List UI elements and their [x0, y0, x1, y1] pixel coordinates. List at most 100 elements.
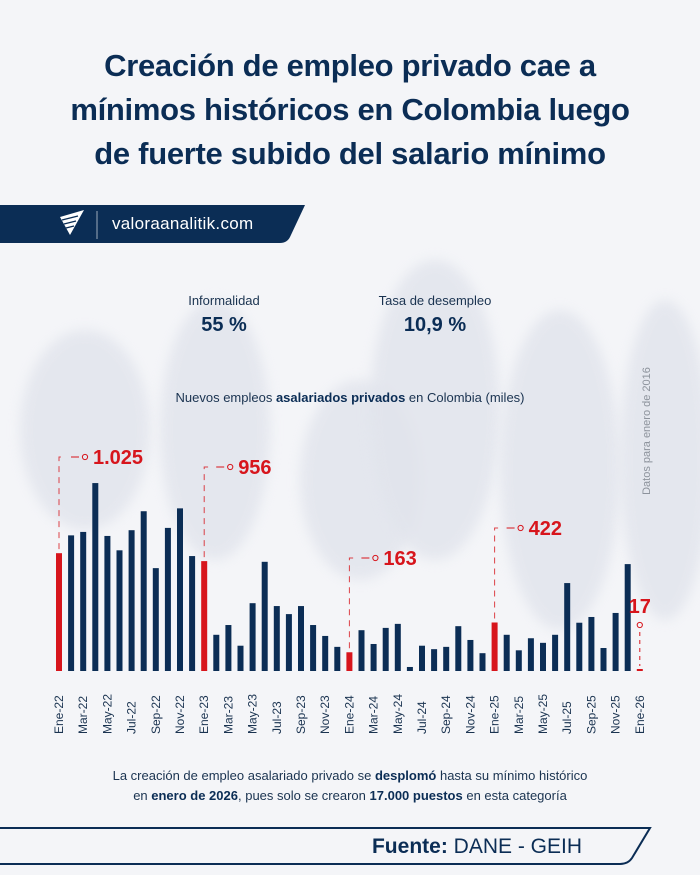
- bar-Dic-22: [189, 556, 196, 671]
- bar-Feb-25: [503, 634, 510, 671]
- caption-text: La creación de empleo asalariado privado…: [112, 768, 375, 783]
- source-value: DANE - GEIH: [447, 835, 582, 858]
- tick-label: Nov-22: [173, 695, 187, 734]
- data-label-Ene-24: 163: [383, 548, 416, 570]
- caption-bold: 17.000 puestos: [369, 788, 463, 803]
- bar-Oct-25: [600, 648, 607, 671]
- caption-text: hasta su mínimo histórico: [436, 768, 588, 783]
- tick-label: Nov-25: [609, 695, 623, 734]
- bar-Jun-23: [261, 561, 268, 671]
- tick-label: Jul-22: [125, 701, 139, 734]
- paper-plane-logo-icon: [60, 210, 84, 235]
- bar-Jul-24: [419, 645, 425, 671]
- stat-desempleo: Tasa de desempleo 10,9 %: [335, 293, 535, 337]
- title-line: Creación de empleo privado cae a: [104, 48, 596, 83]
- stat-informalidad: Informalidad 55 %: [124, 293, 324, 337]
- bar-Sep-23: [298, 606, 304, 671]
- bar-Mar-23: [225, 625, 232, 671]
- annotation-leader: [494, 527, 499, 619]
- page-title: Creación de empleo privado cae a mínimos…: [0, 44, 700, 176]
- tick-label: Ene-26: [633, 695, 647, 734]
- tick-label: Ene-22: [52, 695, 66, 734]
- background-photo: [500, 310, 620, 630]
- title-line: de fuerte subido del salario mínimo: [94, 136, 606, 171]
- caption-text: en: [133, 788, 152, 803]
- brand-banner: [0, 205, 305, 243]
- bar-Jul-22: [128, 530, 135, 671]
- bar-Oct-23: [310, 625, 317, 671]
- tick-label: Nov-23: [318, 695, 332, 734]
- footer-frame: [0, 827, 652, 865]
- bar-Sep-25: [588, 616, 595, 671]
- background-photo: [370, 260, 500, 560]
- data-label-Ene-25: 422: [529, 518, 562, 540]
- tick-label: Mar-22: [76, 696, 90, 734]
- bar-chart: 1.025 956 163 422 17 Ene-22 Mar-22 May-22 Jul-22…: [52, 447, 651, 734]
- bar-Ago-24: [431, 649, 438, 671]
- bar-May-24: [394, 623, 401, 671]
- tick-label: May-25: [536, 694, 550, 734]
- bar-May-23: [249, 603, 256, 671]
- bar-Jun-24: [406, 666, 413, 671]
- tick-label: May-22: [100, 694, 114, 734]
- tick-label: Sep-22: [149, 695, 163, 734]
- tick-label: Mar-23: [221, 696, 235, 734]
- tick-label: Mar-24: [367, 696, 381, 734]
- tick-label: Sep-24: [439, 695, 453, 734]
- tick-label: May-23: [246, 694, 260, 734]
- bar-Abr-24: [382, 627, 389, 671]
- chart-title-text: en Colombia (miles): [405, 390, 525, 405]
- annotation-dot: [636, 621, 643, 629]
- caption: La creación de empleo asalariado privado…: [0, 766, 700, 806]
- background-photo: [20, 330, 150, 530]
- tick-label: Ene-23: [197, 695, 211, 734]
- bar-Dic-23: [334, 646, 341, 671]
- title-line: mínimos históricos en Colombia luego: [70, 92, 630, 127]
- bar-Dic-24: [479, 653, 486, 671]
- bar-Sep-24: [443, 646, 450, 671]
- bar-Nov-25: [612, 612, 619, 671]
- source-label: Fuente:: [371, 835, 448, 858]
- annotation-dot: [227, 463, 234, 471]
- annotation-dot: [517, 524, 524, 532]
- stat-label: Tasa de desempleo: [378, 293, 492, 308]
- site-url[interactable]: valoraanalitik.com: [112, 214, 254, 233]
- source: Fuente: DANE - GEIH: [372, 835, 582, 859]
- bar-Ago-25: [576, 622, 583, 671]
- annotation-leader: [58, 456, 63, 550]
- bar-Oct-24: [455, 626, 462, 671]
- bar-Nov-23: [322, 635, 329, 671]
- caption-text: , pues solo se crearon: [237, 788, 370, 803]
- tick-label: Nov-24: [463, 695, 477, 734]
- tick-label: Mar-25: [512, 696, 526, 734]
- bar-Jun-25: [552, 634, 559, 671]
- bar-Abr-25: [527, 638, 534, 671]
- bar-May-25: [540, 642, 546, 671]
- bar-Ene-25: [491, 622, 498, 671]
- caption-text: en esta categoría: [462, 788, 567, 803]
- bar-Ago-23: [285, 614, 292, 671]
- bar-Nov-22: [177, 508, 183, 671]
- bar-Ene-26: [636, 669, 643, 671]
- data-label-Ene-23: 956: [238, 457, 271, 479]
- bar-Abr-22: [92, 483, 99, 671]
- tick-label: Sep-25: [584, 695, 598, 734]
- annotation-dot: [81, 453, 89, 461]
- data-label-Ene-22: 1.025: [93, 447, 143, 469]
- stat-value: 10,9 %: [403, 314, 467, 336]
- stat-label: Informalidad: [188, 293, 260, 308]
- bar-Ene-23: [201, 561, 208, 671]
- bar-Mar-24: [370, 643, 377, 671]
- bar-Oct-22: [164, 527, 171, 671]
- bar-Feb-23: [213, 634, 220, 671]
- bar-Ago-22: [140, 511, 147, 671]
- bar-Abr-23: [237, 645, 244, 671]
- tick-label: Ene-25: [488, 695, 502, 734]
- annotation-leader: [348, 557, 354, 649]
- bar-Feb-22: [68, 535, 75, 671]
- bar-Mar-25: [515, 650, 522, 671]
- bar-Dic-25: [624, 564, 631, 671]
- bar-Ene-22: [56, 553, 62, 671]
- data-label-Ene-26: 17: [629, 596, 651, 618]
- tick-label: Jul-24: [415, 701, 429, 734]
